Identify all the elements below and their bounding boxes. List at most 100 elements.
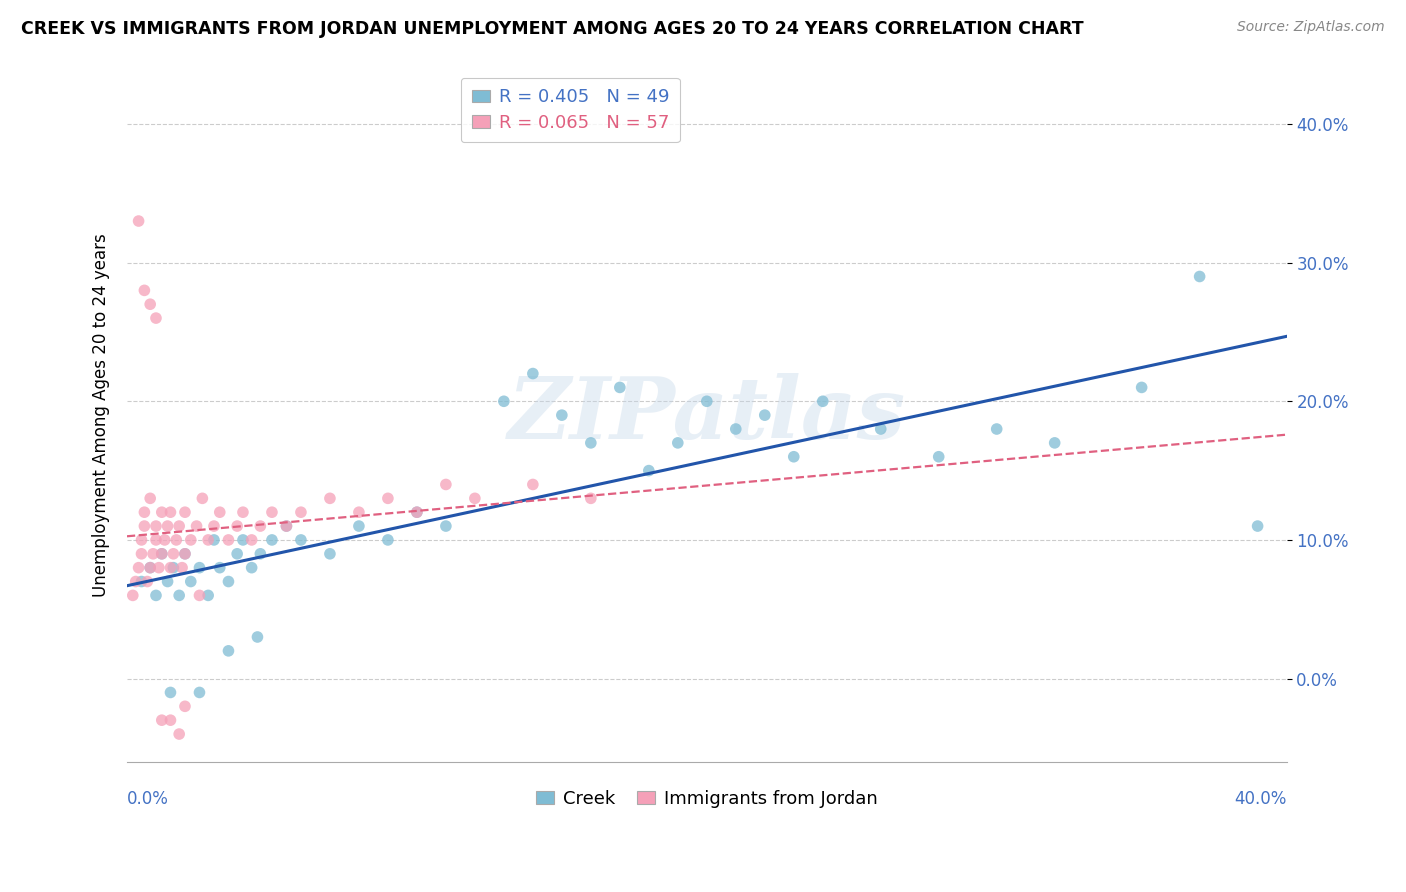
Point [145,311,167,326]
Point [186,519,208,533]
Point [347,505,370,519]
Point [180,574,202,589]
Point [226,547,249,561]
Point [167,588,190,602]
Point [1188,269,1211,284]
Point [522,477,544,491]
Point [172,560,194,574]
Point [134,519,156,533]
Point [167,727,190,741]
Point [406,505,429,519]
Point [249,547,271,561]
Point [290,505,312,519]
Point [406,505,429,519]
Point [232,533,254,547]
Point [142,547,165,561]
Y-axis label: Unemployment Among Ages 20 to 24 years: Unemployment Among Ages 20 to 24 years [93,234,110,597]
Point [188,560,211,574]
Point [290,533,312,547]
Point [188,588,211,602]
Text: ZIPatlas: ZIPatlas [508,374,905,457]
Point [121,588,143,602]
Point [347,519,370,533]
Point [260,505,283,519]
Point [377,491,399,506]
Point [666,435,689,450]
Point [1043,435,1066,450]
Point [208,560,231,574]
Point [202,519,225,533]
Point [145,533,167,547]
Point [434,477,457,491]
Point [159,505,181,519]
Point [609,380,631,394]
Point [139,560,162,574]
Point [202,533,225,547]
Point [134,284,156,298]
Point [217,574,239,589]
Point [434,519,457,533]
Point [150,547,173,561]
Point [134,505,156,519]
Point [139,297,162,311]
Point [319,547,342,561]
Point [260,533,283,547]
Text: 0.0%: 0.0% [127,789,169,807]
Point [197,533,219,547]
Point [174,547,197,561]
Point [174,505,197,519]
Point [174,547,197,561]
Point [139,560,162,574]
Point [551,408,574,422]
Point [159,685,181,699]
Point [159,713,181,727]
Point [217,644,239,658]
Point [180,533,202,547]
Point [174,699,197,714]
Point [156,519,179,533]
Point [1246,519,1268,533]
Point [276,519,298,533]
Point [696,394,718,409]
Point [165,533,187,547]
Point [246,630,269,644]
Point [131,574,153,589]
Point [783,450,806,464]
Point [145,588,167,602]
Point [162,560,184,574]
Point [145,519,167,533]
Point [869,422,891,436]
Point [131,547,153,561]
Point [131,533,153,547]
Point [579,435,602,450]
Point [579,491,602,506]
Point [492,394,515,409]
Point [128,560,150,574]
Point [153,533,176,547]
Point [156,574,179,589]
Point [754,408,776,422]
Point [150,505,173,519]
Point [197,588,219,602]
Point [136,574,159,589]
Point [1130,380,1153,394]
Point [249,519,271,533]
Point [217,533,239,547]
Point [522,367,544,381]
Point [226,519,249,533]
Point [125,574,148,589]
Point [637,464,659,478]
Point [159,560,181,574]
Point [188,685,211,699]
Point [208,505,231,519]
Point [139,491,162,506]
Point [191,491,214,506]
Text: CREEK VS IMMIGRANTS FROM JORDAN UNEMPLOYMENT AMONG AGES 20 TO 24 YEARS CORRELATI: CREEK VS IMMIGRANTS FROM JORDAN UNEMPLOY… [21,20,1084,37]
Point [928,450,950,464]
Text: Source: ZipAtlas.com: Source: ZipAtlas.com [1237,20,1385,34]
Point [162,547,184,561]
Text: 40.0%: 40.0% [1234,789,1286,807]
Point [986,422,1008,436]
Point [150,547,173,561]
Point [150,713,173,727]
